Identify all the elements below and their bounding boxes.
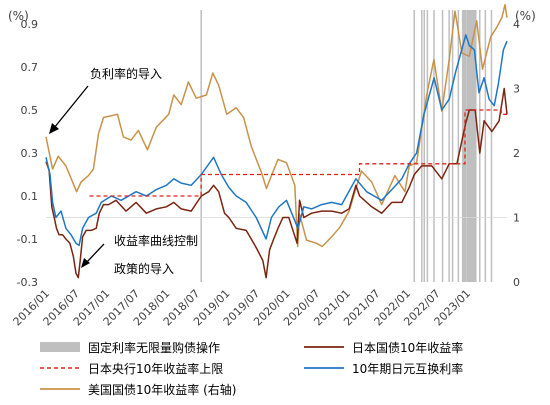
annotation-arrow-shaft [85,243,105,264]
left-axis-tick-label: 0.9 [21,18,39,31]
annotation-ycc: 收益率曲线控制 政策的导入 [81,233,198,276]
fixed-rate-band [461,10,467,282]
annotation-ycc-label-2: 政策的导入 [114,261,174,276]
left-axis-tick-label: -0.1 [17,233,38,246]
series-boj-cap [89,109,507,197]
fixed-rate-band [490,10,493,282]
fixed-rate-band [200,10,202,282]
right-axis-tick-label: 3 [513,83,520,96]
right-axis: (%) 4 3 2 1 0 [513,9,536,289]
right-axis-unit: (%) [515,9,536,23]
annotation-negative-rate: 负利率的导入 [49,66,162,134]
fixed-rate-band [421,10,423,282]
series-ust-10y [45,3,508,248]
fixed-rate-band [433,10,435,282]
fixed-rate-band [441,10,444,282]
series-lines [45,3,508,279]
right-axis-tick-label: 4 [513,18,520,31]
left-axis-tick-label: 0.5 [21,104,39,117]
right-axis-tick-label: 2 [513,147,520,160]
left-axis-unit: (%) [8,9,29,23]
fixed-rate-band [423,10,426,282]
left-axis-tick-label: 0.7 [21,61,39,74]
legend: 固定利率无限量购债操作 日本国债10年收益率 日本央行10年收益率上限 10年期… [40,340,463,397]
annotation-arrowhead [49,123,59,134]
right-axis-tick-label: 0 [513,276,520,289]
legend-label-yen-swap: 10年期日元互换利率 [352,361,463,376]
fixed-rate-band [451,10,454,282]
legend-label-jgb-10y: 日本国债10年收益率 [352,340,463,355]
fixed-rate-band [448,10,450,282]
fixed-rate-band [413,10,415,282]
legend-label-boj-cap: 日本央行10年收益率上限 [88,361,223,376]
right-axis-tick-label: 1 [513,212,520,225]
legend-label-fixed-rate-operation: 固定利率无限量购债操作 [88,340,220,355]
left-axis-tick-label: 0.3 [21,147,39,160]
series-yen-swap-10y [45,34,508,247]
annotation-ycc-label-1: 收益率曲线控制 [114,233,198,248]
annotation-arrowhead [81,258,90,268]
legend-label-ust-10y: 美国国债10年收益率 (右轴) [88,382,236,397]
x-axis-ticks: 2016/012016/072017/012017/072018/012018/… [11,287,474,329]
fixed-rate-band [457,10,460,282]
annotation-arrow-shaft [53,85,89,129]
fixed-rate-band [426,10,429,282]
series-jgb-10y [45,87,508,279]
fixed-rate-operation-bands [200,10,493,282]
fixed-rate-band [484,10,487,282]
annotation-negative-rate-label: 负利率的导入 [90,66,162,81]
fixed-rate-band [466,10,477,282]
left-axis-tick-label: -0.3 [17,276,38,289]
left-axis: (%) 0.9 0.7 0.5 0.3 0.1 -0.1 -0.3 [8,9,38,289]
legend-swatch-band [40,342,80,352]
left-axis-tick-label: 0.1 [21,190,39,203]
